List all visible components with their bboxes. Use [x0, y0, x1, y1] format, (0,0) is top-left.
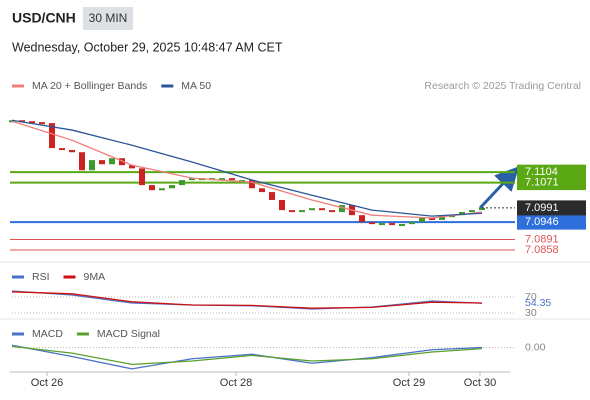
candle [479, 207, 485, 211]
candle [439, 215, 445, 220]
candle [339, 205, 345, 213]
symbol: USD/CNH [12, 10, 76, 26]
level-label: 7.1071 [525, 176, 559, 188]
candle [89, 160, 95, 171]
candle [159, 188, 165, 191]
candle [369, 222, 375, 225]
y-tick-label: 0.00 [525, 341, 546, 353]
level-box [517, 214, 586, 230]
series-line [11, 291, 483, 309]
candle [299, 210, 305, 213]
level-label: 7.1104 [525, 166, 558, 178]
series-line [11, 119, 483, 217]
candle [99, 160, 105, 165]
candle [429, 218, 435, 221]
candle [399, 224, 405, 227]
candle [289, 210, 295, 213]
x-tick-label: Oct 26 [31, 377, 63, 389]
candle [359, 215, 365, 223]
candle [59, 148, 65, 151]
candle [269, 192, 275, 200]
level-label: 7.0946 [525, 216, 559, 228]
candle [419, 218, 425, 223]
legend-label: MA 20 + Bollinger Bands [32, 80, 147, 92]
level-box [517, 175, 586, 191]
candle [219, 178, 225, 181]
y-tick-label: 30 [525, 307, 537, 319]
candle [469, 210, 475, 213]
candle [319, 208, 325, 211]
x-tick-label: Oct 30 [464, 377, 496, 389]
candle [389, 223, 395, 226]
legend-label: MACD Signal [97, 328, 160, 340]
candle [49, 123, 55, 149]
candle [79, 152, 85, 171]
candle [179, 180, 185, 186]
series-line [11, 120, 483, 219]
source: Research © 2025 Trading Central [424, 80, 581, 92]
forecast-arrow [478, 166, 520, 210]
interval-box [83, 7, 133, 30]
date: Wednesday, October 29, 2025 10:48:47 AM … [12, 40, 283, 54]
candle [309, 208, 315, 211]
candle [139, 168, 145, 186]
candle [329, 210, 335, 213]
candle [169, 185, 175, 189]
last-price-label: 7.0991 [525, 202, 559, 214]
candle [39, 122, 45, 125]
candle [149, 185, 155, 191]
candle [189, 178, 195, 181]
candle [279, 199, 285, 211]
candle [109, 158, 115, 165]
level-label: 7.0891 [525, 233, 559, 245]
series-line [11, 345, 483, 366]
legend-label: MACD [32, 328, 63, 340]
last-price-box [517, 200, 586, 216]
legend-label: RSI [32, 271, 50, 283]
candle [259, 188, 265, 193]
candle [129, 165, 135, 169]
rsi-value: 54.35 [525, 297, 551, 309]
series-line [11, 344, 483, 370]
legend-label: MA 50 [181, 80, 211, 92]
candle [409, 222, 415, 225]
candle [29, 121, 35, 124]
legend-label: 9MA [84, 271, 106, 283]
candle [69, 149, 75, 153]
y-tick-label: 70 [525, 291, 537, 303]
x-tick-label: Oct 29 [393, 377, 425, 389]
level-label: 7.0858 [525, 244, 559, 256]
x-tick-label: Oct 28 [220, 377, 252, 389]
series-line [11, 290, 483, 310]
candle [379, 223, 385, 226]
candle [229, 178, 235, 181]
candle [459, 212, 465, 216]
interval: 30 MIN [89, 11, 128, 25]
candle [249, 180, 255, 189]
